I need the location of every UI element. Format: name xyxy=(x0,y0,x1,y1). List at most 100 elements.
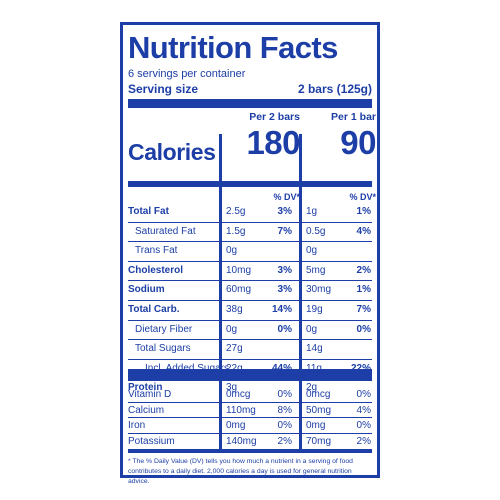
divider-col2 xyxy=(299,134,302,450)
footnote: * The % Daily Value (DV) tells you how m… xyxy=(128,458,353,485)
amount-per-1-bar: 0mg xyxy=(306,420,326,431)
amount-per-2-bars: 0mg xyxy=(226,420,246,431)
dv-per-1-bar: 2% xyxy=(356,264,371,276)
dv-per-2-bars: 14% xyxy=(271,304,292,315)
vitamin-row: Vitamin D 0mcg 0% 0mcg 0% xyxy=(128,387,372,403)
row-separator xyxy=(128,221,372,223)
amount-per-2-bars: 22g xyxy=(226,361,243,377)
vitamin-row: Calcium 110mg 8% 50mg 4% xyxy=(128,403,372,419)
amount-per-2-bars: 0mcg xyxy=(226,389,251,400)
nutrient-name: Sodium xyxy=(128,284,165,296)
row-separator xyxy=(128,319,372,321)
dv-per-1-bar: 0% xyxy=(356,323,371,335)
dv-per-1-bar: 1% xyxy=(356,284,371,296)
amount-per-2-bars: 27g xyxy=(226,343,243,355)
amount-per-2-bars: 10mg xyxy=(226,264,252,276)
nutrient-row: Incl. Added Sugars22g 44% 11g 22% xyxy=(128,361,372,377)
amount-per-1-bar: 19g xyxy=(306,304,323,315)
dv-per-1-bar: 4% xyxy=(356,404,371,416)
row-separator xyxy=(128,432,372,434)
amount-per-1-bar: 50mg xyxy=(306,404,332,416)
dv-per-2-bars: 0% xyxy=(277,420,292,431)
thick-rule-footnote xyxy=(128,449,372,453)
nutrient-row: Sodium 60mg 3% 30mg 1% xyxy=(128,282,372,298)
dv-per-1-bar: 2% xyxy=(356,435,371,447)
amount-per-1-bar: 5mg xyxy=(306,264,326,276)
label-title: Nutrition Facts xyxy=(128,30,338,65)
row-separator xyxy=(128,417,372,418)
nutrient-row: Total Fat 2.5g 3% 1g 1% xyxy=(128,204,372,220)
nutrient-name: Total Sugars xyxy=(135,343,191,355)
nutrition-facts-label: Nutrition Facts 6 servings per container… xyxy=(120,22,380,485)
dv-per-1-bar: 22% xyxy=(351,361,371,377)
dv-per-2-bars: 2% xyxy=(277,435,292,447)
vitamin-name: Potassium xyxy=(128,435,175,447)
nutrient-name: Protein xyxy=(128,382,163,394)
vitamin-row: Iron 0mg 0% 0mg 0% xyxy=(128,418,372,434)
row-separator xyxy=(128,260,372,262)
dv-per-2-bars: 8% xyxy=(277,404,292,416)
dv-header-col2: % DV* xyxy=(349,192,376,202)
medium-rule xyxy=(128,181,372,187)
row-separator xyxy=(128,280,372,282)
amount-per-1-bar: 2g xyxy=(306,382,318,394)
amount-per-1-bar: 0.5g xyxy=(306,225,326,237)
column-header-per-1-bar: Per 1 bar xyxy=(331,111,376,123)
servings-per-container: 6 servings per container xyxy=(128,68,246,80)
amount-per-1-bar: 11g xyxy=(306,361,322,377)
nutrient-row: Saturated Fat 1.5g 7% 0.5g 4% xyxy=(128,224,372,240)
row-separator xyxy=(128,358,372,360)
nutrient-name: Incl. Added Sugars xyxy=(145,361,229,377)
row-separator xyxy=(128,339,372,341)
dv-per-2-bars: 0% xyxy=(277,323,292,335)
amount-per-2-bars: 60mg xyxy=(226,284,252,296)
serving-size-label: Serving size xyxy=(128,82,199,96)
nutrient-row: Dietary Fiber 0g 0% 0g 0% xyxy=(128,322,372,338)
nutrient-name: Dietary Fiber xyxy=(135,323,193,335)
dv-per-1-bar: 1% xyxy=(356,206,371,217)
vitamin-name: Iron xyxy=(128,420,146,431)
nutrient-row: Protein 3g 2g xyxy=(128,380,372,396)
amount-per-2-bars: 2.5g xyxy=(226,206,246,217)
amount-per-2-bars: 38g xyxy=(226,304,243,315)
nutrient-name: Total Fat xyxy=(128,206,169,217)
calories-per-2-bars: 180 xyxy=(246,124,300,161)
dv-per-2-bars: 3% xyxy=(277,264,292,276)
row-separator xyxy=(128,300,372,301)
amount-per-2-bars: 0g xyxy=(226,245,238,257)
amount-per-1-bar: 0mcg xyxy=(306,389,331,400)
calories-per-1-bar: 90 xyxy=(340,124,376,161)
vitamin-name: Vitamin D xyxy=(128,389,172,400)
dv-per-1-bar: 7% xyxy=(356,304,371,315)
divider-col1 xyxy=(219,134,222,450)
nutrient-row: Total Sugars 27g 14g xyxy=(128,341,372,357)
dv-header-col1: % DV* xyxy=(273,192,300,202)
row-separator xyxy=(128,401,372,403)
thick-rule-vitamins xyxy=(128,369,372,381)
amount-per-2-bars: 110mg xyxy=(226,404,256,416)
vitamin-row: Potassium 140mg 2% 70mg 2% xyxy=(128,434,372,450)
amount-per-1-bar: 30mg xyxy=(306,284,332,296)
label-content: Nutrition Facts 6 servings per container… xyxy=(128,25,377,485)
dv-per-2-bars: 7% xyxy=(277,225,292,237)
amount-per-2-bars: 1.5g xyxy=(226,225,246,237)
amount-per-1-bar: 0g xyxy=(306,323,318,335)
amount-per-2-bars: 0g xyxy=(226,323,238,335)
column-header-per-2-bars: Per 2 bars xyxy=(249,111,300,123)
row-separator xyxy=(128,241,372,243)
nutrient-name: Total Carb. xyxy=(128,304,180,315)
nutrient-row: Cholesterol 10mg 3% 5mg 2% xyxy=(128,263,372,279)
dv-per-2-bars: 3% xyxy=(277,206,292,217)
thick-rule-top xyxy=(128,99,372,108)
dv-per-1-bar: 4% xyxy=(356,225,371,237)
amount-per-1-bar: 70mg xyxy=(306,435,332,447)
dv-per-2-bars: 0% xyxy=(277,389,292,400)
nutrient-row: Total Carb. 38g 14% 19g 7% xyxy=(128,302,372,318)
amount-per-1-bar: 14g xyxy=(306,343,323,355)
amount-per-1-bar: 1g xyxy=(306,206,318,217)
amount-per-2-bars: 3g xyxy=(226,382,238,394)
nutrient-row: Trans Fat 0g 0g xyxy=(128,243,372,259)
nutrient-name: Trans Fat xyxy=(135,245,178,257)
vitamin-name: Calcium xyxy=(128,404,165,416)
dv-per-2-bars: 3% xyxy=(277,284,292,296)
